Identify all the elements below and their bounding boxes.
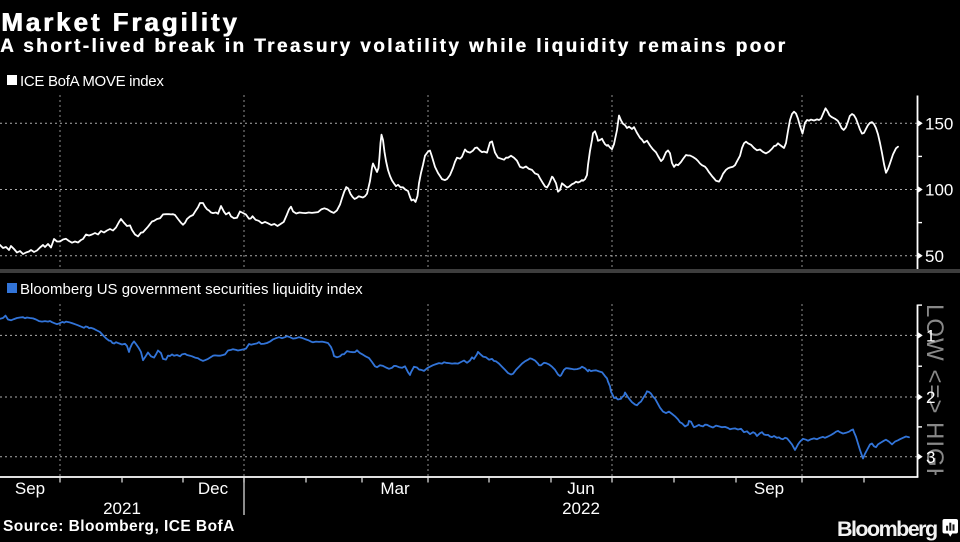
svg-text:Dec: Dec xyxy=(198,479,229,498)
svg-text:1: 1 xyxy=(926,327,935,346)
svg-text:50: 50 xyxy=(925,247,944,266)
svg-text:2021: 2021 xyxy=(103,499,141,518)
svg-text:2022: 2022 xyxy=(562,499,600,518)
svg-text:Jun: Jun xyxy=(567,479,594,498)
svg-text:2: 2 xyxy=(926,388,935,407)
svg-text:Sep: Sep xyxy=(15,479,45,498)
svg-text:Sep: Sep xyxy=(754,479,784,498)
svg-text:100: 100 xyxy=(925,181,953,200)
svg-text:3: 3 xyxy=(926,448,935,467)
svg-text:150: 150 xyxy=(925,114,953,133)
svg-text:Mar: Mar xyxy=(380,479,410,498)
